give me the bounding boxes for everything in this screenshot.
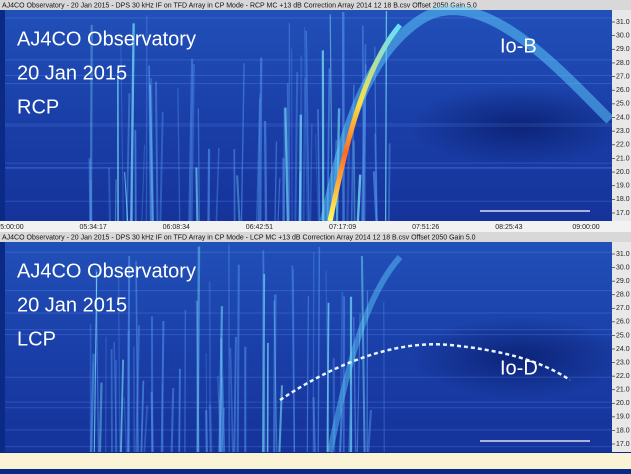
overlay-label: LCP bbox=[17, 328, 56, 350]
burst-streak bbox=[210, 281, 211, 452]
overlay-label: AJ4CO Observatory bbox=[17, 260, 196, 282]
scale-label: 24.0 bbox=[616, 346, 630, 353]
burst-streak bbox=[384, 302, 385, 452]
overlay-label: 20 Jan 2015 bbox=[17, 294, 127, 316]
time-label: 07:51:26 bbox=[412, 224, 439, 231]
time-label: 06:08:34 bbox=[163, 224, 190, 231]
time-label: 05:00:00 bbox=[0, 224, 24, 231]
scale-label: 24.0 bbox=[616, 114, 630, 121]
burst-streak bbox=[196, 167, 197, 221]
scale-label: 20.0 bbox=[616, 400, 630, 407]
burst-streak bbox=[263, 250, 264, 452]
event-label: Io-B bbox=[500, 35, 537, 57]
scale-label: 17.0 bbox=[616, 210, 630, 217]
burst-streak bbox=[152, 392, 153, 452]
time-label: 09:00:00 bbox=[572, 224, 599, 231]
scale-label: 29.0 bbox=[616, 278, 630, 285]
scale-label: 19.0 bbox=[616, 183, 630, 190]
scale-label: 31.0 bbox=[616, 251, 630, 258]
scale-label: 26.0 bbox=[616, 87, 630, 94]
scale-label: 27.0 bbox=[616, 73, 630, 80]
scale-label: 23.0 bbox=[616, 359, 630, 366]
scale-label: 22.0 bbox=[616, 373, 630, 380]
scale-label: 29.0 bbox=[616, 46, 630, 53]
burst-streak bbox=[115, 179, 116, 221]
scale-label: 30.0 bbox=[616, 264, 630, 271]
burst-streak bbox=[109, 167, 110, 221]
burst-streak bbox=[365, 44, 366, 221]
time-label: 05:34:17 bbox=[80, 224, 107, 231]
header-text: AJ4CO Observatory - 20 Jan 2015 - DPS 30… bbox=[2, 234, 476, 241]
burst-streak bbox=[354, 141, 355, 221]
burst-streak bbox=[179, 369, 180, 452]
burst-streak bbox=[300, 115, 301, 221]
burst-streak bbox=[288, 83, 289, 221]
burst-streak bbox=[265, 121, 266, 221]
scale-label: 23.0 bbox=[616, 128, 630, 135]
scale-label: 18.0 bbox=[616, 427, 630, 434]
burst-streak bbox=[198, 247, 199, 452]
header-text: AJ4CO Observatory - 20 Jan 2015 - DPS 30… bbox=[2, 2, 477, 9]
scale-label: 25.0 bbox=[616, 101, 630, 108]
scale-label: 28.0 bbox=[616, 60, 630, 67]
scale-label: 26.0 bbox=[616, 319, 630, 326]
burst-streak bbox=[260, 58, 261, 221]
burst-streak bbox=[314, 397, 315, 452]
scale-label: 25.0 bbox=[616, 332, 630, 339]
scale-label: 27.0 bbox=[616, 305, 630, 312]
burst-streak bbox=[292, 49, 293, 221]
burst-streak bbox=[220, 360, 221, 452]
time-label: 06:42:51 bbox=[246, 224, 273, 231]
scale-label: 30.0 bbox=[616, 32, 630, 39]
scale-label: 22.0 bbox=[616, 142, 630, 149]
overlay-label: RCP bbox=[17, 96, 59, 118]
scale-label: 21.0 bbox=[616, 387, 630, 394]
overlay-label: AJ4CO Observatory bbox=[17, 28, 196, 50]
scale-label: 19.0 bbox=[616, 414, 630, 421]
overlay-label: 20 Jan 2015 bbox=[17, 62, 127, 84]
event-label: Io-D bbox=[500, 357, 538, 379]
time-label: 08:25:43 bbox=[495, 224, 522, 231]
burst-streak bbox=[347, 148, 348, 221]
burst-streak bbox=[128, 256, 129, 452]
footer-strip bbox=[0, 453, 631, 469]
scale-label: 21.0 bbox=[616, 155, 630, 162]
scale-label: 31.0 bbox=[616, 19, 630, 26]
time-label: 07:17:09 bbox=[329, 224, 356, 231]
scale-label: 18.0 bbox=[616, 196, 630, 203]
burst-streak bbox=[238, 265, 239, 452]
scale-label: 17.0 bbox=[616, 441, 630, 448]
scale-label: 28.0 bbox=[616, 292, 630, 299]
burst-streak bbox=[327, 303, 328, 452]
burst-streak bbox=[100, 383, 102, 452]
scale-label: 20.0 bbox=[616, 169, 630, 176]
burst-streak bbox=[389, 143, 390, 221]
burst-streak bbox=[90, 158, 91, 221]
burst-streak bbox=[206, 410, 207, 452]
screenshot: AJ4CO Observatory - 20 Jan 2015 - DPS 30… bbox=[0, 0, 631, 469]
burst-streak bbox=[209, 149, 210, 221]
